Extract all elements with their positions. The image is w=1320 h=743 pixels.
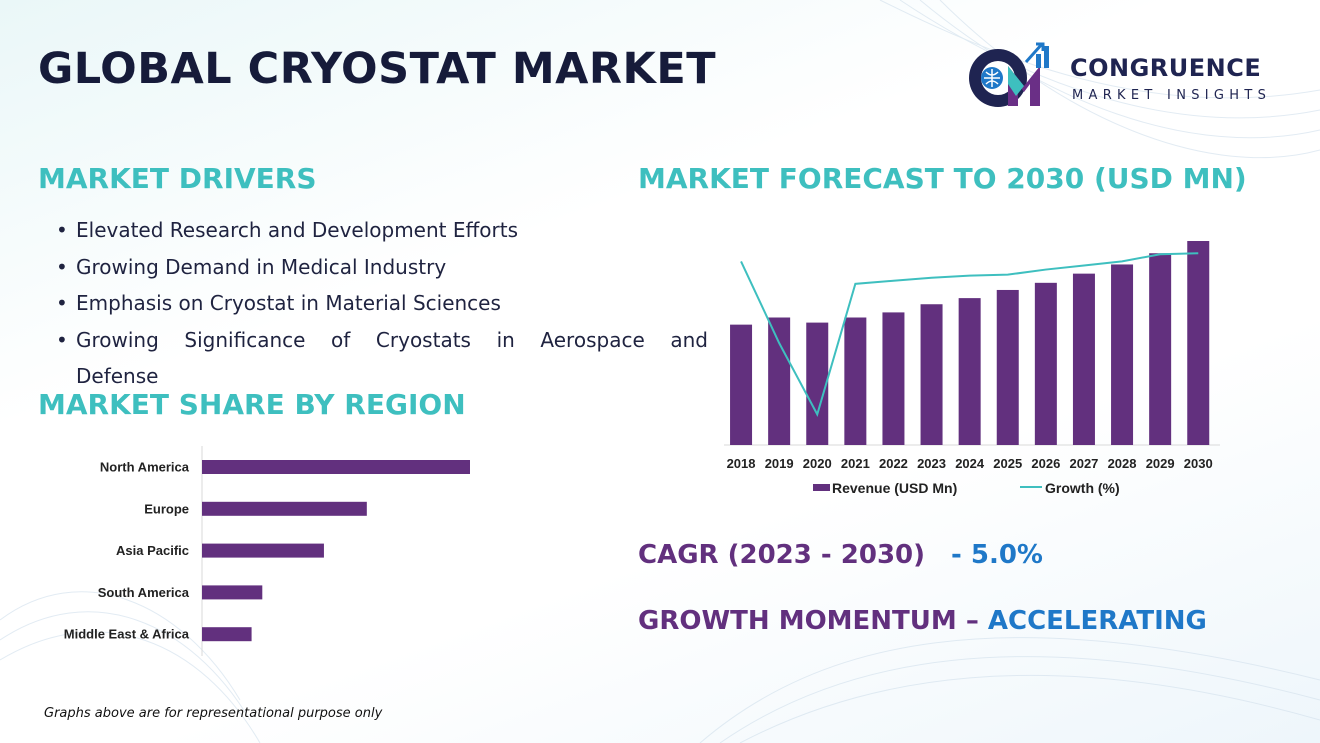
- footnote: Graphs above are for representational pu…: [44, 706, 383, 721]
- year-tick-label: 2028: [1108, 456, 1137, 471]
- momentum-value: ACCELERATING: [987, 606, 1207, 636]
- drivers-heading: MARKET DRIVERS: [38, 162, 317, 195]
- region-category-label: Europe: [144, 501, 189, 516]
- growth-line: [740, 252, 1199, 418]
- region-category-label: South America: [98, 585, 190, 600]
- forecast-heading: MARKET FORECAST TO 2030 (USD MN): [638, 162, 1247, 195]
- region-category-label: Middle East & Africa: [64, 627, 190, 642]
- year-tick-label: 2018: [727, 456, 756, 471]
- forecast-legend: Revenue (USD Mn) Growth (%): [813, 480, 1120, 496]
- legend-revenue-label: Revenue (USD Mn): [832, 480, 957, 496]
- region-bar: [202, 543, 324, 558]
- year-tick-label: 2023: [917, 456, 946, 471]
- year-tick-label: 2030: [1184, 456, 1213, 471]
- driver-item: Growing Demand in Medical Industry: [56, 249, 708, 286]
- region-category-label: North America: [100, 460, 190, 475]
- brand-logo: CONGRUENCE MARKET INSIGHTS: [964, 36, 1294, 110]
- revenue-bar: [844, 317, 867, 445]
- region-bar: [202, 501, 367, 516]
- driver-item-text: Elevated Research and Development Effort…: [76, 218, 519, 242]
- driver-item-text: Growing Demand in Medical Industry: [76, 254, 447, 279]
- revenue-bar: [1034, 282, 1057, 445]
- driver-item: Emphasis on Cryostat in Material Science…: [56, 285, 708, 322]
- revenue-bar: [768, 317, 791, 445]
- driver-item: Elevated Research and Development Effort…: [56, 212, 708, 249]
- revenue-bar: [1187, 241, 1210, 445]
- cagr-statement: CAGR (2023 - 2030) - 5.0%: [638, 540, 1043, 570]
- year-tick-label: 2027: [1069, 456, 1098, 471]
- revenue-bar: [882, 312, 905, 445]
- year-tick-label: 2019: [765, 456, 794, 471]
- revenue-bar: [730, 324, 753, 445]
- revenue-bar: [1149, 253, 1172, 445]
- driver-item-text: Growing Significance of Cryostats in Aer…: [76, 327, 708, 352]
- growth-momentum-statement: GROWTH MOMENTUM – ACCELERATING: [638, 606, 1207, 636]
- year-tick-label: 2021: [841, 456, 870, 471]
- forecast-chart: 2018 2019 2020 2021 2022 2023 2024 2025 2026 2027…: [724, 241, 1220, 496]
- driver-item-text-continued: Defense: [76, 364, 159, 388]
- revenue-bar: [1111, 264, 1134, 445]
- region-bar: [202, 627, 252, 642]
- page-title: GLOBAL CRYOSTAT MARKET: [38, 44, 717, 94]
- legend-growth-label: Growth (%): [1045, 480, 1120, 496]
- revenue-bar: [920, 304, 943, 445]
- region-bar: [202, 585, 263, 600]
- revenue-bar: [958, 298, 981, 445]
- driver-item: Growing Significance of Cryostats in Aer…: [56, 322, 708, 395]
- drivers-list: Elevated Research and Development Effort…: [56, 212, 708, 395]
- year-tick-label: 2026: [1031, 456, 1060, 471]
- revenue-bar: [806, 322, 829, 445]
- year-tick-label: 2020: [803, 456, 832, 471]
- region-category-label: Asia Pacific: [116, 543, 189, 558]
- cagr-value: - 5.0%: [951, 540, 1043, 570]
- region-share-chart: North America Europe Asia Pacific South Ame…: [64, 446, 470, 656]
- momentum-label: GROWTH MOMENTUM –: [638, 606, 988, 636]
- legend-revenue-swatch: [813, 484, 830, 491]
- logo-name: CONGRUENCE: [1070, 54, 1262, 82]
- driver-item-text: Emphasis on Cryostat in Material Science…: [76, 291, 501, 315]
- year-tick-label: 2029: [1146, 456, 1175, 471]
- logo-tagline: MARKET INSIGHTS: [1072, 88, 1272, 103]
- year-tick-label: 2024: [955, 456, 985, 471]
- year-tick-label: 2022: [879, 456, 908, 471]
- logo-mark-icon: [969, 42, 1049, 107]
- revenue-bar: [996, 289, 1019, 445]
- year-tick-label: 2025: [993, 456, 1022, 471]
- region-heading: MARKET SHARE BY REGION: [38, 388, 466, 421]
- revenue-bar: [1072, 273, 1095, 445]
- cagr-label: CAGR (2023 - 2030): [638, 540, 926, 570]
- region-bar: [202, 460, 470, 474]
